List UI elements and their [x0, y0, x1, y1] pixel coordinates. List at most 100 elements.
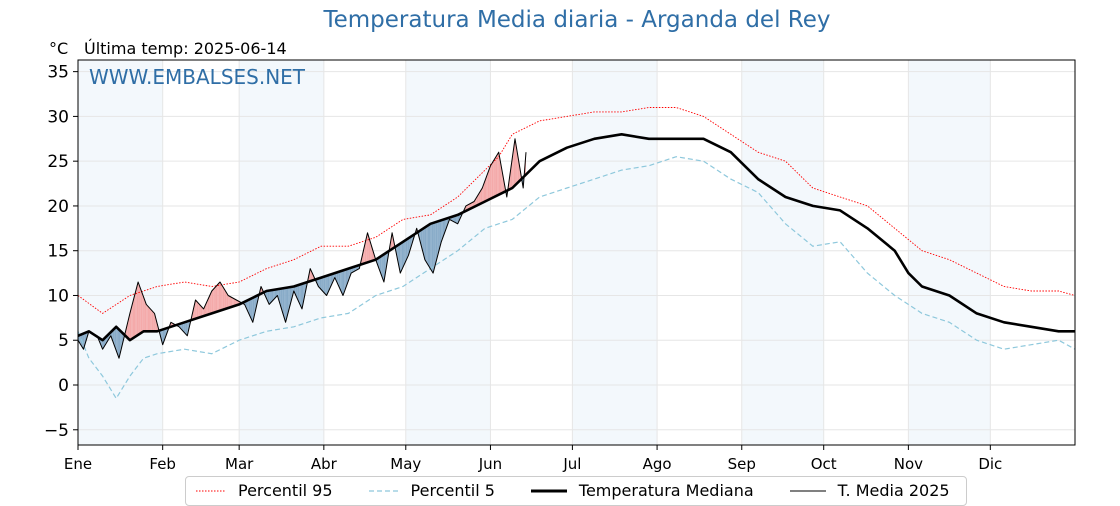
fill-above-median [149, 307, 151, 332]
fill-below-median [441, 219, 443, 242]
grid-lines [77, 60, 1075, 445]
fill-above-median [139, 285, 141, 334]
fill-below-median [117, 328, 119, 359]
fill-above-median [482, 184, 484, 203]
fill-above-median [143, 296, 145, 332]
fill-below-median [381, 255, 383, 279]
fill-above-median [483, 180, 485, 203]
fill-above-median [498, 152, 501, 195]
fill-above-median [151, 310, 154, 332]
fill-above-median [146, 304, 148, 332]
series-median-line [77, 133, 1075, 342]
fill-above-median [232, 297, 234, 307]
fill-below-median [456, 214, 458, 224]
fill-below-median [422, 228, 424, 255]
fill-above-median [199, 304, 201, 318]
fill-below-median [318, 278, 320, 289]
y-tick-label: 20 [47, 197, 69, 217]
fill-below-median [349, 267, 352, 277]
fill-below-median [113, 328, 115, 347]
fill-below-median [118, 329, 121, 359]
fill-above-median [215, 285, 218, 313]
fill-above-median [495, 154, 498, 197]
fill-below-median [161, 329, 163, 345]
legend-item-current: T. Media 2025 [788, 481, 950, 500]
fill-below-median [423, 227, 425, 260]
fill-below-median [280, 288, 282, 309]
fill-below-median [322, 276, 324, 293]
fill-below-median [293, 286, 296, 294]
fill-above-median [144, 300, 147, 332]
fill-above-median [211, 289, 214, 314]
fill-below-median [248, 299, 251, 317]
fill-below-median [404, 239, 406, 265]
fill-below-median [419, 230, 421, 244]
fill-below-median [121, 332, 124, 347]
fill-above-median [131, 302, 133, 340]
fill-below-median [385, 252, 387, 274]
fill-below-median [400, 242, 402, 274]
fill-below-median [439, 220, 442, 247]
fill-below-median [427, 224, 429, 267]
fill-above-median [213, 288, 215, 313]
fill-below-median [288, 287, 290, 312]
fill-above-median [515, 138, 517, 186]
fill-below-median [345, 269, 348, 289]
x-tick-label: Abr [311, 455, 338, 473]
fill-above-median [132, 297, 134, 339]
fill-below-median [333, 273, 335, 281]
fill-below-median [184, 321, 186, 335]
fill-below-median [428, 223, 431, 269]
fill-above-median [142, 293, 144, 333]
fill-above-median [210, 291, 212, 314]
fill-above-median [493, 158, 495, 198]
x-tick-label: Ene [64, 455, 92, 473]
month-band [572, 60, 658, 445]
fill-above-median [200, 305, 203, 317]
x-tick-label: Oct [811, 455, 837, 473]
legend: Percentil 95 Percentil 5 Temperatura Med… [185, 476, 967, 506]
month-band [239, 60, 324, 445]
fill-above-median [486, 173, 488, 201]
fill-below-median [377, 257, 379, 268]
fill-below-median [401, 241, 404, 271]
y-tick-label: 35 [47, 63, 69, 83]
fill-above-median [153, 311, 155, 332]
fill-above-median [366, 232, 368, 263]
fill-below-median [327, 274, 330, 293]
x-tick-label: May [390, 455, 421, 473]
fill-above-median [214, 286, 216, 313]
fill-above-median [233, 298, 236, 307]
y-tick-label: 5 [58, 331, 69, 351]
fill-below-median [303, 282, 305, 303]
axes: −5 0 5 10 15 20 25 30 35 Ene Feb Mar Abr May Jun Jul Ago… [44, 59, 1076, 473]
fill-above-median [129, 308, 132, 341]
month-band [78, 60, 163, 445]
fill-below-median [274, 289, 277, 299]
month-band [741, 60, 824, 445]
fill-below-median [344, 269, 346, 292]
fill-below-median [251, 297, 253, 323]
x-tick-label: Nov [894, 455, 923, 473]
fill-below-median [276, 289, 278, 297]
fill-below-median [323, 276, 326, 294]
fill-above-median [225, 291, 227, 309]
fill-above-median [229, 296, 231, 308]
fill-below-median [424, 226, 427, 262]
fill-above-median [479, 190, 481, 205]
legend-swatch-current [789, 490, 826, 491]
fill-below-median [185, 321, 188, 336]
fill-below-median [271, 289, 274, 302]
chart-title: Temperatura Media diaria - Arganda del R… [323, 7, 831, 33]
fill-above-median [230, 296, 233, 308]
fill-above-median [147, 305, 150, 332]
fill-below-median [270, 290, 272, 303]
y-tick-label: 0 [58, 376, 69, 396]
x-tick-label: Ago [643, 455, 672, 473]
x-tick-label: Sep [728, 455, 756, 473]
fill-below-median [438, 220, 440, 253]
fill-above-median [222, 286, 225, 310]
fill-above-median [484, 176, 487, 202]
fill-below-median [337, 271, 339, 287]
y-tick-label: 30 [47, 107, 69, 127]
